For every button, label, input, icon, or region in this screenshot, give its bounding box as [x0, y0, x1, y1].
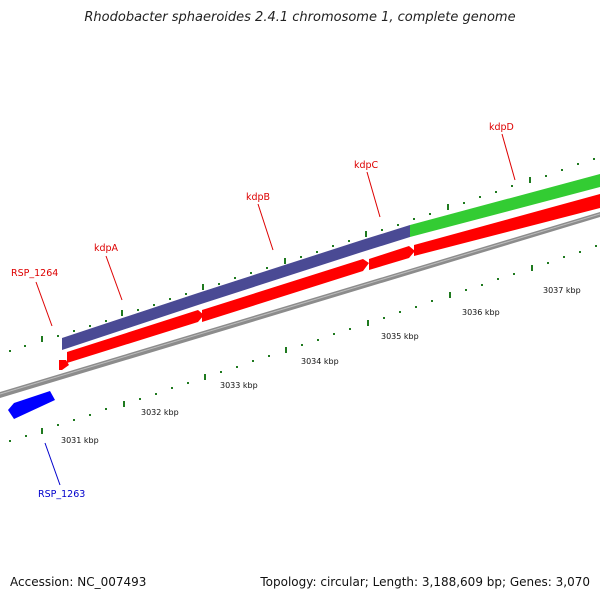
gene-arrow-RSP_1264 [59, 360, 69, 370]
gene-label-kdpB: kdpB [246, 192, 270, 203]
operon-segment-kdpC [362, 225, 410, 252]
operon-segment-kdpB [198, 240, 362, 305]
operon-segment-kdpA [62, 293, 198, 350]
tick-row-lower [9, 245, 597, 442]
gene-label-RSP_1264: RSP_1264 [11, 268, 58, 279]
chromosome-backbone-highlight [0, 213, 600, 395]
forward-gene-track[interactable] [59, 194, 600, 370]
leader-line-kdpC [366, 171, 381, 218]
gene-labels: RSP_1264 kdpA kdpB kdpC kdpD RSP_1263 [11, 122, 514, 500]
tick-row-upper [9, 158, 595, 352]
gene-arrow-kdpD [414, 194, 600, 256]
scale-label: 3034 kbp [301, 357, 339, 366]
gene-arrow-kdpB [202, 259, 369, 322]
scale-label: 3032 kbp [141, 408, 179, 417]
operon-segment-kdpD [410, 174, 600, 237]
leader-line-kdpD [501, 133, 516, 181]
gene-label-RSP_1263: RSP_1263 [38, 489, 85, 500]
genome-summary-text: Topology: circular; Length: 3,188,609 bp… [260, 575, 590, 589]
scale-labels: 3031 kbp 3032 kbp 3033 kbp 3034 kbp 3035… [61, 286, 581, 445]
operon-track[interactable] [62, 174, 600, 350]
gene-arrow-kdpA [67, 310, 204, 363]
scale-label: 3035 kbp [381, 332, 419, 341]
gene-arrow-kdpC [369, 246, 415, 270]
scale-label: 3036 kbp [462, 308, 500, 317]
chromosome-backbone [0, 212, 600, 398]
leader-line-RSP_1263 [44, 442, 61, 486]
label-leader-lines [35, 133, 516, 486]
scale-label: 3031 kbp [61, 436, 99, 445]
gene-label-kdpC: kdpC [354, 160, 379, 171]
map-title: Rhodobacter sphaeroides 2.4.1 chromosome… [84, 10, 516, 25]
gene-arrow-RSP_1263[interactable] [8, 391, 55, 419]
leader-line-kdpB [257, 203, 274, 251]
accession-text: Accession: NC_007493 [10, 575, 147, 589]
leader-line-RSP_1264 [35, 281, 53, 327]
gene-label-kdpA: kdpA [94, 243, 119, 254]
leader-line-kdpA [105, 255, 123, 301]
scale-label: 3037 kbp [543, 286, 581, 295]
scale-label: 3033 kbp [220, 381, 258, 390]
gene-label-kdpD: kdpD [489, 122, 514, 133]
